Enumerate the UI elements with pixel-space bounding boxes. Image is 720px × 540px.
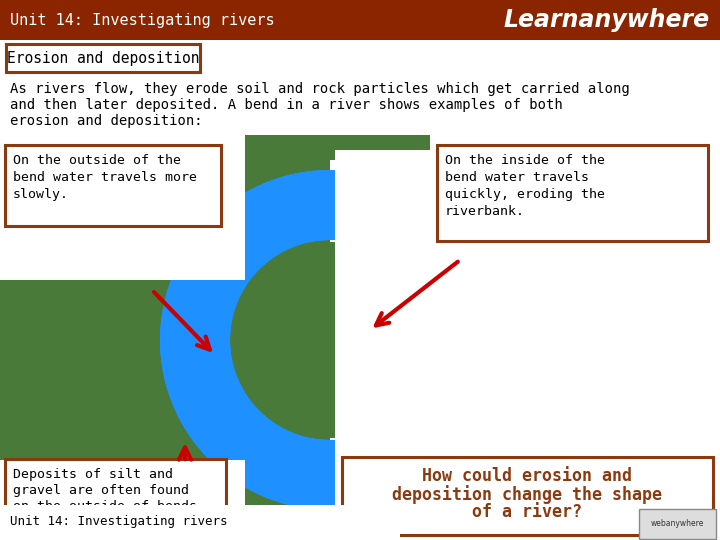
Text: gravel are often found: gravel are often found (13, 484, 189, 497)
Text: bend water travels: bend water travels (445, 171, 589, 184)
Text: Learnanywhere: Learnanywhere (504, 8, 710, 32)
FancyBboxPatch shape (340, 460, 720, 540)
Text: and then later deposited. A bend in a river shows examples of both: and then later deposited. A bend in a ri… (10, 98, 563, 112)
Text: slowly.: slowly. (13, 188, 69, 201)
Text: on the outside of bends: on the outside of bends (13, 500, 197, 513)
FancyBboxPatch shape (0, 460, 245, 540)
FancyBboxPatch shape (430, 135, 720, 270)
FancyBboxPatch shape (430, 135, 720, 280)
FancyBboxPatch shape (639, 509, 716, 539)
Text: of a river?: of a river? (472, 503, 582, 521)
Circle shape (232, 242, 428, 438)
Text: How could erosion and: How could erosion and (422, 467, 632, 485)
Text: On the inside of the: On the inside of the (445, 154, 605, 167)
FancyBboxPatch shape (0, 135, 240, 270)
Text: Erosion and deposition: Erosion and deposition (6, 51, 199, 65)
Polygon shape (160, 170, 428, 510)
Polygon shape (155, 515, 720, 540)
FancyBboxPatch shape (6, 44, 200, 72)
FancyBboxPatch shape (342, 457, 713, 535)
Text: On the outside of the: On the outside of the (13, 154, 181, 167)
Polygon shape (350, 310, 720, 500)
FancyBboxPatch shape (0, 40, 720, 540)
FancyBboxPatch shape (437, 145, 708, 241)
Polygon shape (160, 170, 428, 510)
Polygon shape (330, 160, 720, 520)
Circle shape (232, 242, 428, 438)
Text: As rivers flow, they erode soil and rock particles which get carried along: As rivers flow, they erode soil and rock… (10, 82, 630, 96)
FancyBboxPatch shape (0, 135, 720, 505)
Text: Deposits of silt and: Deposits of silt and (13, 468, 173, 481)
FancyBboxPatch shape (0, 135, 245, 280)
Text: riverbank.: riverbank. (445, 205, 525, 218)
FancyBboxPatch shape (5, 145, 221, 226)
Polygon shape (160, 170, 428, 510)
FancyBboxPatch shape (340, 460, 720, 540)
Text: quickly, eroding the: quickly, eroding the (445, 188, 605, 201)
Text: erosion and deposition:: erosion and deposition: (10, 114, 202, 128)
FancyBboxPatch shape (0, 0, 720, 40)
FancyBboxPatch shape (0, 505, 400, 540)
Text: Unit 14: Investigating rivers: Unit 14: Investigating rivers (10, 515, 228, 528)
FancyBboxPatch shape (5, 459, 226, 530)
Polygon shape (0, 135, 155, 540)
Text: bend water travels more: bend water travels more (13, 171, 197, 184)
Text: webanywhere: webanywhere (650, 519, 703, 529)
Text: deposition change the shape: deposition change the shape (392, 485, 662, 504)
Text: Unit 14: Investigating rivers: Unit 14: Investigating rivers (10, 12, 274, 28)
FancyBboxPatch shape (0, 460, 240, 540)
Polygon shape (330, 160, 720, 520)
Polygon shape (335, 150, 720, 530)
Polygon shape (155, 135, 720, 165)
Circle shape (232, 242, 428, 438)
